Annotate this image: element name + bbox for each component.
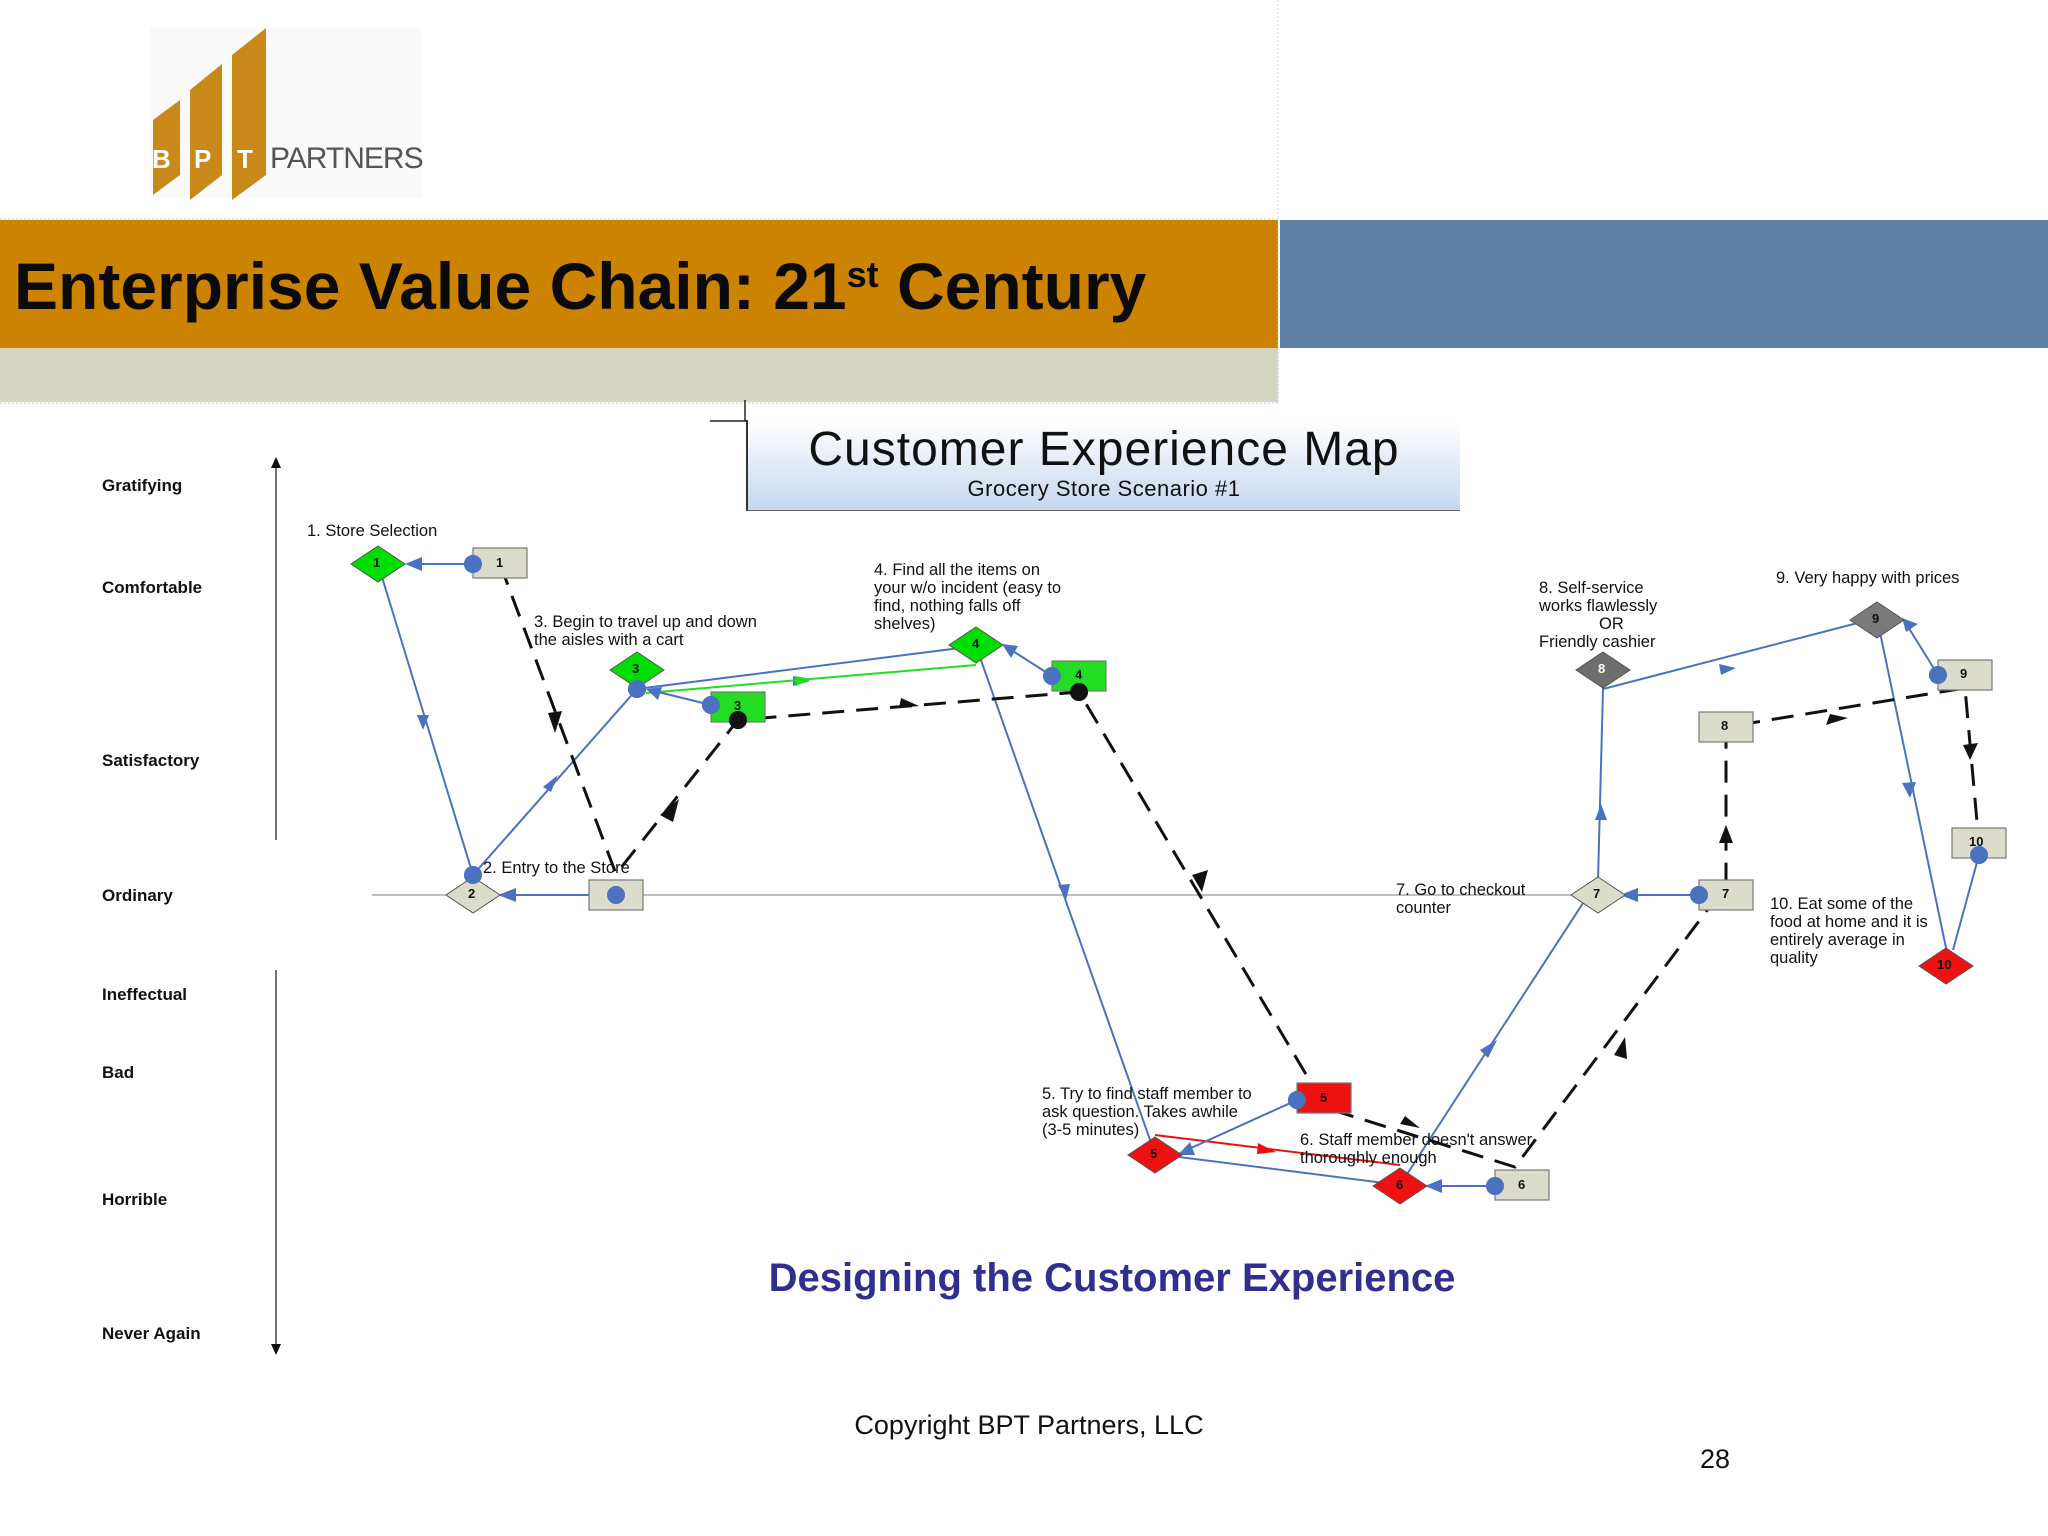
- level-bad: Bad: [102, 1063, 135, 1082]
- level-horrible: Horrible: [102, 1190, 168, 1209]
- map-subtitle: Grocery Store Scenario #1: [967, 476, 1241, 501]
- annotation-find-staff: 5. Try to find staff member to ask quest…: [1042, 1085, 1252, 1139]
- level-never-again: Never Again: [102, 1324, 201, 1343]
- annotation-entry: 2. Entry to the Store: [483, 859, 630, 877]
- svg-text:B: B: [152, 144, 171, 174]
- svg-text:PARTNERS: PARTNERS: [270, 142, 423, 175]
- bpt-logo: B P T PARTNERS: [150, 28, 424, 200]
- slide-subtitle: Designing the Customer Experience: [768, 1256, 1456, 1300]
- level-ordinary: Ordinary: [102, 886, 173, 905]
- title-band: [0, 220, 1278, 348]
- svg-text:P: P: [194, 144, 211, 174]
- level-gratifying: Gratifying: [102, 476, 183, 495]
- level-ineffectual: Ineffectual: [102, 985, 188, 1004]
- annotation-find-items: 4. Find all the items on your w/o incide…: [874, 561, 1062, 633]
- stage-diamonds: [350, 545, 1974, 1205]
- map-title: Customer Experience Map: [808, 423, 1400, 476]
- experience-axis: [271, 457, 281, 1355]
- under-title-band: [0, 348, 1278, 402]
- touchpoint-boxes: [472, 547, 2007, 1201]
- annotation-staff-answer: 6. Staff member doesn't answer thoroughl…: [1300, 1131, 1533, 1167]
- annotation-eat-food: 10. Eat some of the food at home and it …: [1770, 895, 1928, 967]
- copyright-notice: Copyright BPT Partners, LLC: [854, 1410, 1204, 1440]
- right-accent-band: [1280, 220, 2048, 348]
- annotation-prices: 9. Very happy with prices: [1776, 569, 1960, 587]
- annotation-travel-aisles: 3. Begin to travel up and down the aisle…: [534, 613, 757, 649]
- page-number: 28: [1700, 1444, 1731, 1474]
- level-comfortable: Comfortable: [102, 578, 203, 597]
- annotation-store-selection: 1. Store Selection: [307, 522, 438, 540]
- annotation-self-service: 8. Self-service works flawlessly OR Frie…: [1539, 579, 1658, 651]
- slide-title-sup: st: [846, 254, 879, 295]
- annotation-checkout: 7. Go to checkout counter: [1396, 881, 1526, 917]
- slide-title-end: Century: [878, 249, 1147, 323]
- svg-text:T: T: [237, 144, 253, 174]
- slide-title: Enterprise Value Chain: 21st Century: [14, 248, 1146, 324]
- map-title-box: Customer Experience Map Grocery Store Sc…: [746, 420, 1460, 511]
- expectation-path: [498, 563, 1980, 1169]
- slide-title-main: Enterprise Value Chain: 21: [14, 249, 847, 323]
- level-satisfactory: Satisfactory: [102, 751, 200, 770]
